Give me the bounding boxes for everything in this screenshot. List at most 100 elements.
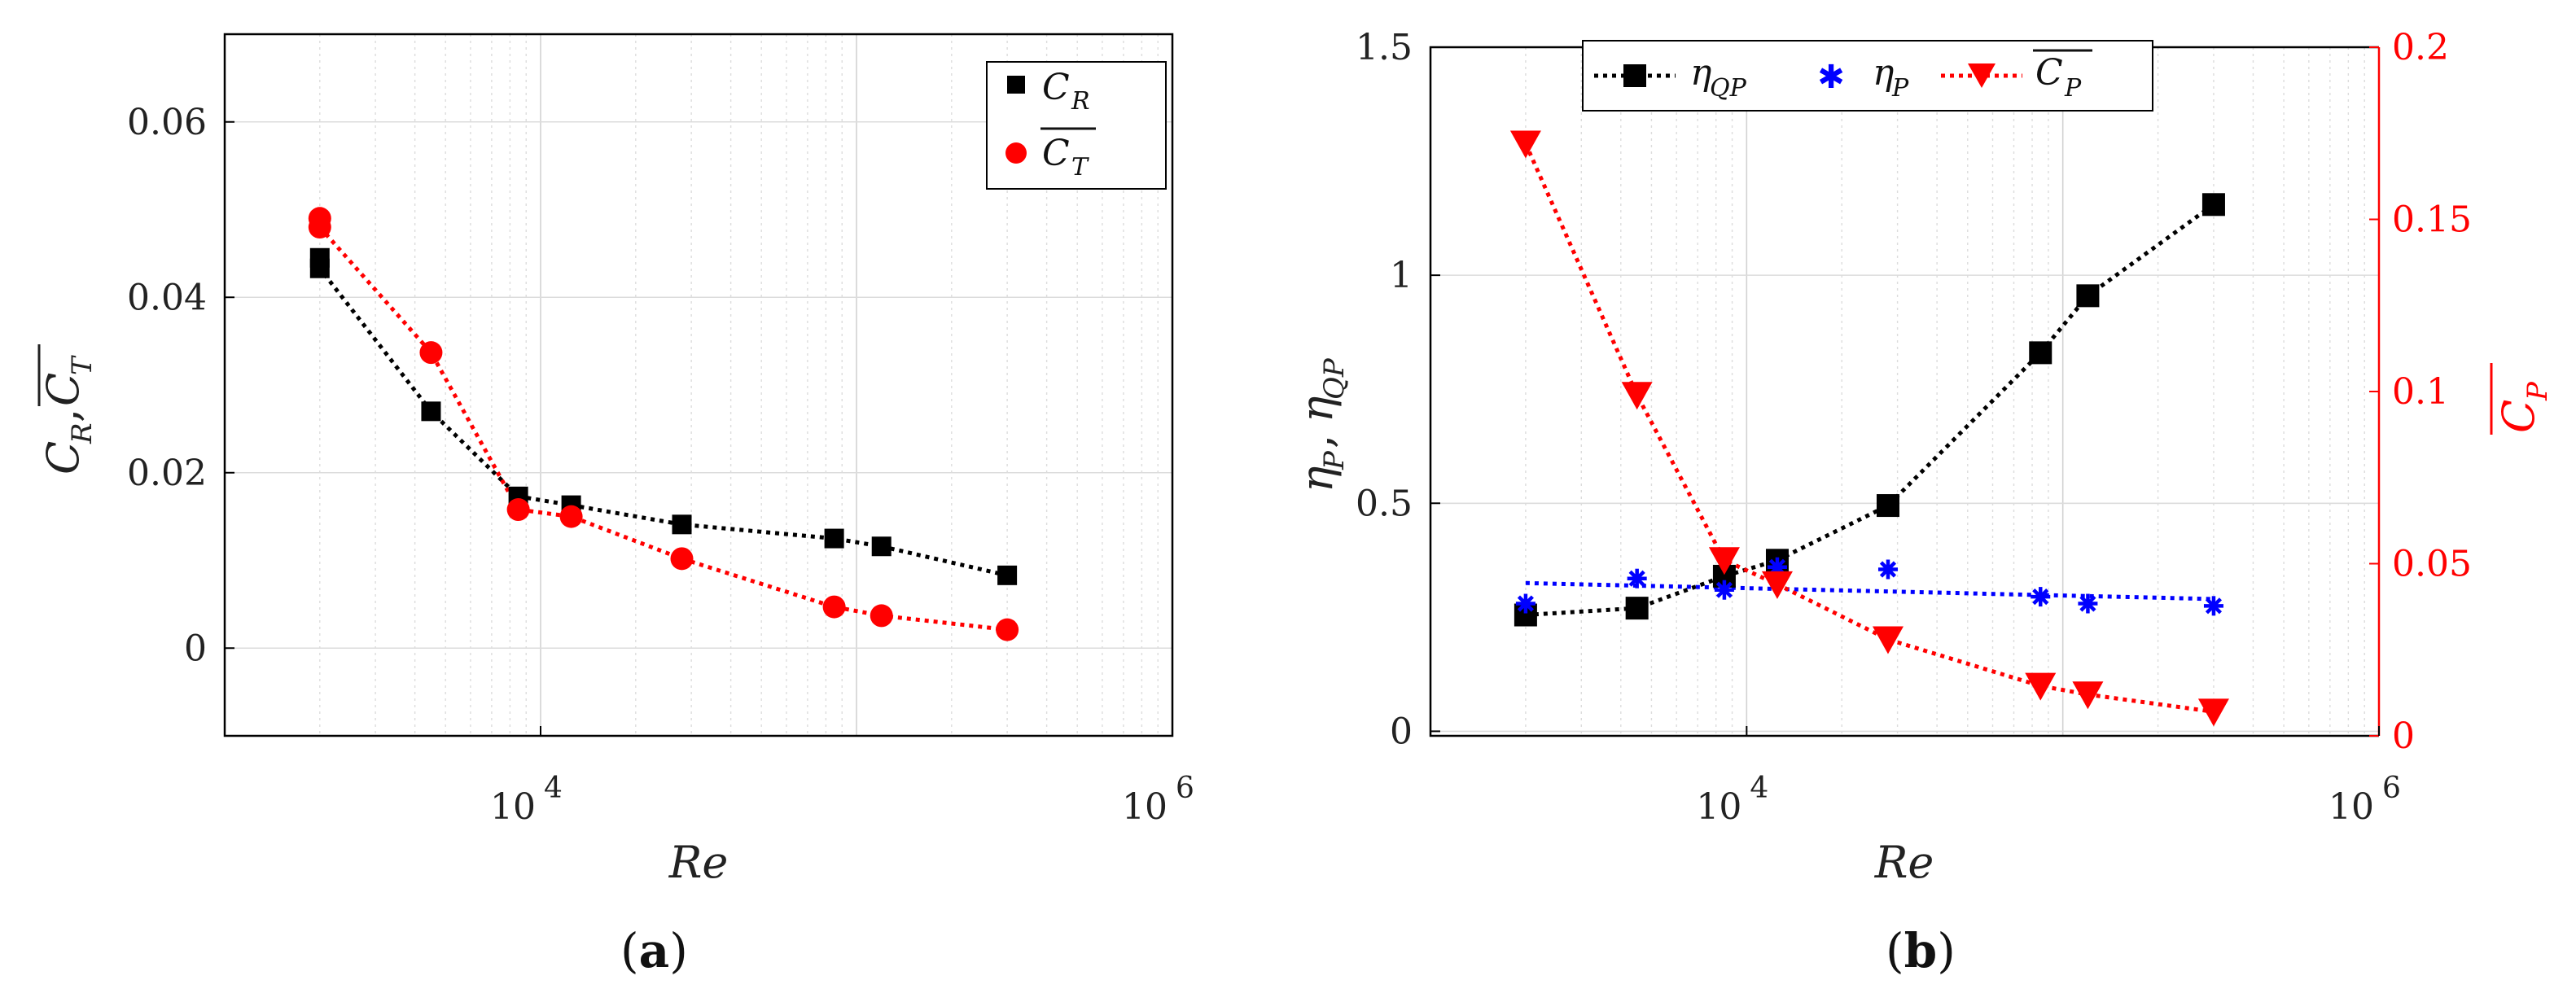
panel-a-series-0-point <box>672 514 692 535</box>
panel-a-y-label-comma: , <box>37 409 89 422</box>
legend-b-label-1-sub: P <box>1891 74 1909 103</box>
legend-a-label-0-base: C <box>1042 67 1070 108</box>
panel-a-axes-frame <box>223 33 1174 737</box>
panel-a-series-1-point <box>419 341 443 365</box>
panel-b-y-ticks: 0 0.5 1 1.5 <box>1356 27 1440 752</box>
panel-b-y-tick-label: 0 <box>1390 711 1413 752</box>
panel-a-caption: (a) <box>620 923 688 978</box>
panel-b-y-tick-label: 1.5 <box>1356 27 1413 68</box>
legend-a-label-0-sub: R <box>1071 87 1090 116</box>
panel-a-y-ticks: 0 0.02 0.04 0.06 <box>127 102 234 669</box>
legend-b-marker-0 <box>1623 64 1646 87</box>
panel-a-series-1-point <box>996 618 1019 641</box>
panel-a-legend: C R C T <box>986 61 1167 190</box>
panel-a-y-tick-label: 0.06 <box>127 102 207 143</box>
panel-a-y-label-c-t-base: C <box>37 373 89 406</box>
panel-b-series-1-point-stroke <box>1715 581 1733 598</box>
legend-a-marker-1 <box>1005 142 1027 164</box>
panel-a-y-label-c-r-sub: R <box>66 422 99 444</box>
panel-b-series-2-point <box>1872 626 1904 654</box>
panel-b-y-axis-label: η P , η QP <box>1291 357 1351 492</box>
panel-b-grid <box>1430 46 2379 736</box>
panel-b-y-label-eta-qp-sub: QP <box>1318 357 1351 400</box>
panel-b-series-0-line <box>1525 203 2215 618</box>
panel-b-right-label-sub: P <box>2521 381 2554 401</box>
panel-b-caption-close: ) <box>1937 923 1956 978</box>
panel-a-series-0-point <box>997 565 1018 585</box>
panel-b-caption: (b) <box>1886 923 1956 978</box>
panel-a-markers <box>308 207 1019 641</box>
panel-a-x-tick-exponent: 4 <box>544 772 563 805</box>
panel-b-x-axis-label: Re <box>1874 837 1934 888</box>
panel-b-series-2-point <box>1708 547 1740 575</box>
panel-a-series-0-point <box>421 401 441 422</box>
panel-b-series-1-point-stroke <box>2079 595 2096 612</box>
panel-b-x-tick-exponent: 4 <box>1750 772 1768 805</box>
panel-a-series-0-point <box>871 536 892 557</box>
panel-a-x-tick-exponent: 6 <box>1176 772 1194 805</box>
panel-b-y-label-eta-qp-base: η <box>1291 396 1343 422</box>
panel-b-y-label-eta-p-base: η <box>1291 466 1343 492</box>
panel-b-legend: η QP ✱ η P C P <box>1582 40 2153 112</box>
panel-a-series-1-line <box>318 218 1008 632</box>
legend-b-marker-2 <box>1968 63 1996 88</box>
panel-a-series-1-point <box>870 604 893 628</box>
panel-b-y-right-tick-label: 0.1 <box>2392 371 2449 413</box>
panel-b-series-0-point <box>1625 597 1649 620</box>
panel-b-series-1-point <box>1515 593 1536 614</box>
panel-b-series-1-point <box>2203 596 2223 616</box>
panel-a-x-axis-label: Re <box>668 837 729 888</box>
panel-b-series-0-point <box>2201 193 2225 217</box>
panel-b-series-2-point <box>1761 571 1793 599</box>
panel-b-series-1-point <box>2078 593 2098 614</box>
panel-b-y-ticks-right: 0 0.05 0.1 0.15 0.2 <box>2369 27 2472 757</box>
panel-b-y-right-tick-label: 0.15 <box>2392 199 2472 241</box>
panel-a-series-1-point <box>559 505 583 528</box>
panel-b-markers <box>1509 130 2229 727</box>
panel-b-y-label-eta-p-sub: P <box>1318 450 1351 470</box>
legend-b-label-0-base: η <box>1690 52 1711 94</box>
panel-b-series-2-point <box>2197 698 2229 727</box>
panel-b-y-tick-label: 0.5 <box>1356 483 1413 524</box>
panel-a-x-tick-label: 10 <box>490 786 536 828</box>
legend-b-marker-1: ✱ <box>1817 59 1845 96</box>
panel-a-x-tick-label: 10 <box>1122 786 1168 828</box>
panel-b-x-ticks: 10 4 10 6 <box>1696 726 2401 828</box>
panel-b-series-1-point-stroke <box>1879 561 1897 578</box>
panel-a-series-1-point <box>670 547 694 571</box>
panel-a-series-1-point <box>822 595 846 619</box>
panel-a-series-1-point <box>506 498 530 522</box>
panel-a-y-tick-label: 0.04 <box>127 277 207 318</box>
legend-a-label-1-base: C <box>1042 133 1070 174</box>
panel-a-series-0-point <box>309 258 330 278</box>
panel-b-series-1-point-stroke <box>1628 570 1645 587</box>
legend-b-label-0-sub: QP <box>1710 74 1747 103</box>
panel-a-x-ticks: 10 4 10 6 <box>490 726 1194 828</box>
panel-b-series-2-point <box>1509 130 1541 159</box>
panel-b-series-1-point <box>1877 559 1898 580</box>
panel-a-y-tick-label: 0.02 <box>127 453 207 494</box>
panel-b-series-2-point <box>1621 382 1653 410</box>
panel-b-series-1-point-stroke <box>1517 595 1534 612</box>
panel-b-chart: 00.511.5 00.050.10.150.2 10 4 10 6 η QP ✱ η… <box>1291 27 2554 978</box>
panel-a-y-label-c-r-base: C <box>37 441 89 475</box>
panel-a-y-axis-label: C R , C T <box>37 344 99 475</box>
panel-b-plot-area <box>1430 47 2379 736</box>
panel-a-series-1-point <box>308 216 331 239</box>
panel-b-series-2-point <box>2025 672 2057 701</box>
panel-a-caption-label: a <box>639 923 670 978</box>
panel-b-caption-label: b <box>1904 923 1938 978</box>
legend-b-label-1-base: η <box>1873 52 1894 94</box>
panel-b-series-0-point <box>1876 494 1899 518</box>
panel-a-y-label-c-t-sub: T <box>66 355 99 375</box>
panel-a-caption-close: ) <box>669 923 688 978</box>
panel-b-series-2-point <box>2072 681 2104 710</box>
panel-b-y-label-comma: , <box>1291 435 1343 448</box>
panel-b-y-right-tick-label: 0.2 <box>2392 27 2449 68</box>
panel-b-x-tick-exponent: 6 <box>2382 772 2401 805</box>
panel-b-y-right-tick-label: 0 <box>2392 715 2415 757</box>
panel-b-series-1-point <box>2031 587 2051 607</box>
panel-b-right-label-base: C <box>2493 400 2544 433</box>
